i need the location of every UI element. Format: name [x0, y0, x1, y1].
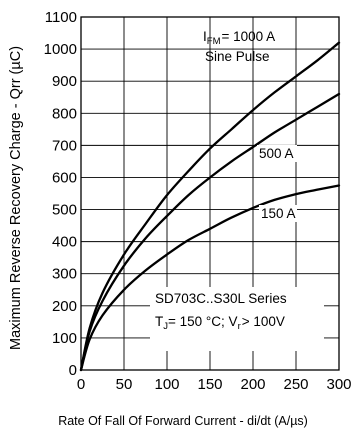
series-line-1000-A: [79, 41, 341, 372]
series-line-150-A: [79, 184, 341, 372]
ifm-subscript: FM: [207, 36, 221, 47]
y-axis-label: Maximum Reverse Recovery Charge - Qrr (µ…: [8, 46, 24, 350]
cond-end: > 100V: [242, 314, 285, 329]
conditions: TJ= 150 °C; Vr> 100V: [155, 314, 285, 332]
y-tick-label-8: 800: [52, 105, 77, 122]
y-tick-label-7: 700: [52, 137, 77, 154]
y-tick-label-1: 100: [52, 330, 77, 347]
ifm-prefix: I: [203, 29, 207, 44]
series-label-500: 500 A: [259, 146, 294, 161]
label-bg-150: [259, 205, 297, 222]
curves: [79, 41, 341, 372]
y-tick-label-0: 0: [69, 362, 77, 379]
ifm-value: = 1000 A: [221, 29, 275, 44]
cond-tj-sub: J: [163, 321, 168, 332]
y-tick-label-3: 300: [52, 266, 77, 283]
cond-mid: = 150 °C; V: [168, 314, 238, 329]
y-tick-label-9: 900: [52, 73, 77, 90]
pulse-label: Sine Pulse: [205, 49, 270, 64]
series-box: [150, 287, 324, 351]
tick-labels: 0 50 100 150 200 250 300 0 100 200 300 400 500 600 700…: [44, 9, 352, 393]
series-label-150: 150 A: [261, 206, 296, 221]
label-bg-500: [257, 145, 297, 162]
x-tick-label-3: 150: [197, 376, 222, 393]
series-line-500-A: [79, 92, 341, 372]
ifm-label: IFM= 1000 A: [203, 29, 275, 47]
x-tick-label-5: 250: [283, 376, 308, 393]
x-tick-label-1: 50: [116, 376, 133, 393]
cond-tj: T: [155, 314, 163, 329]
y-tick-label-6: 600: [52, 169, 77, 186]
x-tick-label-4: 200: [240, 376, 265, 393]
x-tick-label-2: 100: [154, 376, 179, 393]
cond-vr-sub: r: [238, 321, 241, 332]
y-tick-label-4: 400: [52, 234, 77, 251]
y-tick-label-5: 500: [52, 202, 77, 219]
y-tick-label-2: 200: [52, 298, 77, 315]
y-tick-label-10: 1000: [44, 41, 77, 58]
series-name: SD703C..S30L Series: [155, 291, 287, 306]
x-axis-label: Rate Of Fall Of Forward Current - di/dt …: [58, 414, 308, 428]
x-tick-label-0: 0: [77, 376, 85, 393]
plot-frame: [80, 16, 340, 371]
y-tick-label-11: 1100: [45, 9, 77, 26]
x-tick-label-6: 300: [326, 376, 351, 393]
